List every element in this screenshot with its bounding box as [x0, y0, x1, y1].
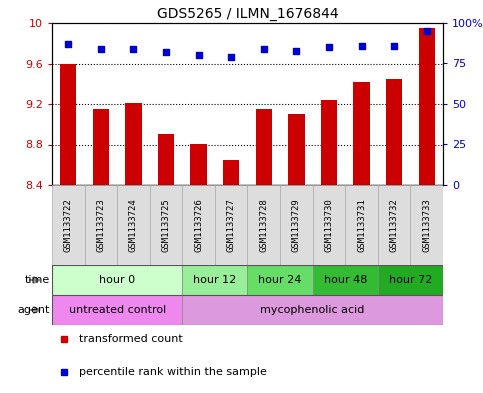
- Bar: [85, 185, 117, 265]
- Point: [325, 44, 333, 50]
- Bar: [386, 79, 402, 185]
- Text: GSM1133733: GSM1133733: [422, 198, 431, 252]
- Bar: [288, 114, 304, 185]
- Bar: [354, 82, 369, 185]
- Bar: [93, 109, 109, 185]
- Point: [260, 46, 268, 52]
- Text: time: time: [25, 275, 50, 285]
- Text: transformed count: transformed count: [79, 334, 183, 344]
- Text: percentile rank within the sample: percentile rank within the sample: [79, 367, 267, 377]
- Text: hour 48: hour 48: [324, 275, 367, 285]
- Text: GSM1133725: GSM1133725: [161, 198, 170, 252]
- Text: GSM1133729: GSM1133729: [292, 198, 301, 252]
- Point: [162, 49, 170, 55]
- Bar: [125, 103, 142, 185]
- Bar: [150, 185, 183, 265]
- Text: hour 24: hour 24: [258, 275, 302, 285]
- Point: [64, 41, 72, 47]
- Title: GDS5265 / ILMN_1676844: GDS5265 / ILMN_1676844: [156, 7, 338, 20]
- Bar: [52, 265, 183, 295]
- Bar: [247, 265, 313, 295]
- Text: hour 0: hour 0: [99, 275, 135, 285]
- Bar: [183, 295, 443, 325]
- Text: GSM1133728: GSM1133728: [259, 198, 268, 252]
- Bar: [321, 100, 337, 185]
- Point: [129, 46, 137, 52]
- Text: hour 12: hour 12: [193, 275, 237, 285]
- Point: [293, 48, 300, 54]
- Text: agent: agent: [17, 305, 50, 315]
- Bar: [190, 145, 207, 185]
- Bar: [60, 64, 76, 185]
- Bar: [378, 185, 411, 265]
- Bar: [345, 185, 378, 265]
- Bar: [378, 265, 443, 295]
- Point: [97, 46, 105, 52]
- Point: [358, 42, 366, 49]
- Point: [423, 28, 430, 34]
- Bar: [215, 185, 247, 265]
- Text: GSM1133731: GSM1133731: [357, 198, 366, 252]
- Bar: [117, 185, 150, 265]
- Bar: [313, 265, 378, 295]
- Bar: [280, 185, 313, 265]
- Bar: [313, 185, 345, 265]
- Point: [390, 42, 398, 49]
- Text: GSM1133726: GSM1133726: [194, 198, 203, 252]
- Bar: [247, 185, 280, 265]
- Text: untreated control: untreated control: [69, 305, 166, 315]
- Bar: [411, 185, 443, 265]
- Point: [227, 54, 235, 60]
- Bar: [52, 185, 85, 265]
- Text: mycophenolic acid: mycophenolic acid: [260, 305, 365, 315]
- Bar: [183, 265, 247, 295]
- Bar: [419, 28, 435, 185]
- Text: GSM1133723: GSM1133723: [97, 198, 105, 252]
- Bar: [256, 109, 272, 185]
- Text: GSM1133730: GSM1133730: [325, 198, 333, 252]
- Text: hour 72: hour 72: [389, 275, 432, 285]
- Point: [195, 52, 202, 59]
- Bar: [158, 134, 174, 185]
- Bar: [52, 295, 183, 325]
- Bar: [183, 185, 215, 265]
- Text: GSM1133722: GSM1133722: [64, 198, 73, 252]
- Bar: [223, 160, 240, 185]
- Text: GSM1133732: GSM1133732: [390, 198, 398, 252]
- Text: GSM1133724: GSM1133724: [129, 198, 138, 252]
- Text: GSM1133727: GSM1133727: [227, 198, 236, 252]
